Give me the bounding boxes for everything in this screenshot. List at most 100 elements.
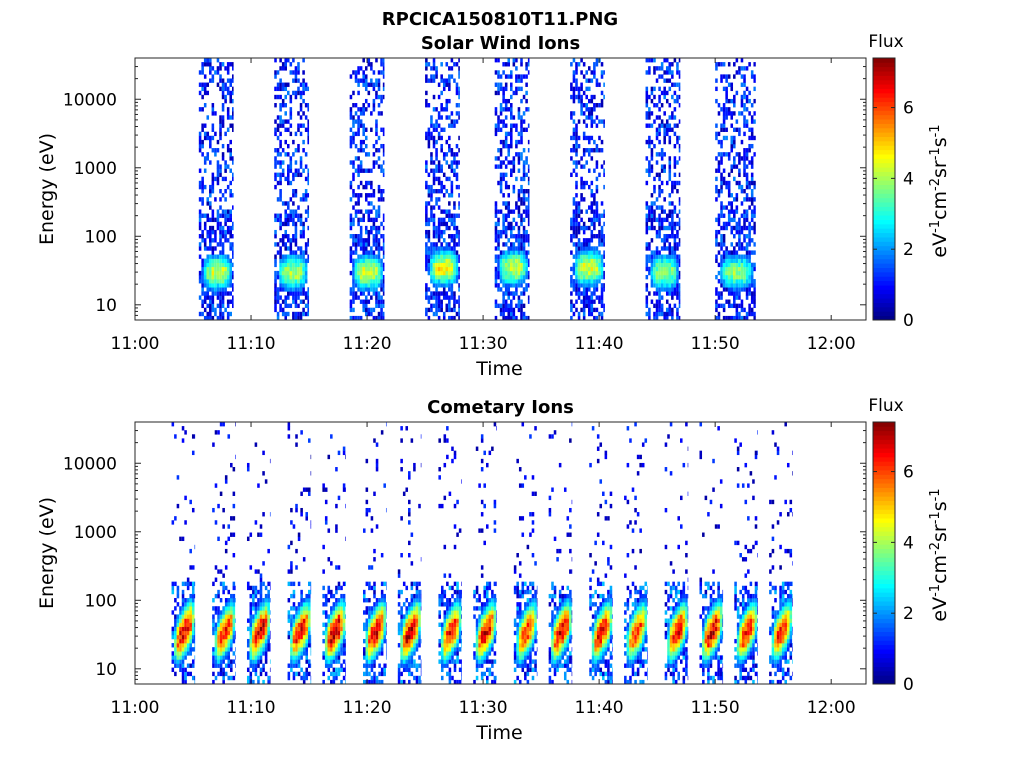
flux-cell (252, 630, 255, 636)
flux-cell (289, 258, 293, 263)
flux-cell (587, 111, 591, 116)
flux-cell (230, 532, 233, 537)
flux-cell (198, 148, 202, 153)
flux-cell (448, 258, 451, 263)
flux-cell (653, 217, 656, 223)
flux-cell (427, 135, 431, 141)
flux-cell (357, 172, 360, 178)
flux-cell (209, 246, 212, 251)
flux-cell (305, 667, 308, 673)
flux-cell (224, 274, 227, 280)
flux-cell (290, 606, 293, 611)
flux-cell (722, 234, 726, 239)
flux-cell (717, 164, 721, 169)
flux-cell (352, 238, 355, 243)
flux-cell (308, 626, 311, 632)
flux-cell (191, 565, 195, 570)
flux-cell (340, 647, 343, 652)
flux-cell (660, 74, 664, 79)
flux-cell (229, 283, 232, 288)
flux-cell (274, 184, 277, 190)
flux-cell (354, 78, 358, 83)
flux-cell (304, 197, 308, 202)
flux-cell (259, 667, 263, 673)
flux-cell (302, 229, 305, 235)
flux-cell (224, 287, 227, 292)
flux-cell (658, 234, 661, 239)
flux-cell (310, 585, 312, 591)
flux-cell (292, 279, 295, 284)
flux-cell (458, 311, 460, 317)
flux-cell (458, 287, 460, 292)
flux-cell (219, 135, 222, 141)
flux-cell (357, 119, 360, 124)
flux-cell (380, 303, 383, 309)
flux-cell (335, 622, 338, 627)
flux-cell (658, 98, 661, 104)
flux-cell (217, 430, 220, 435)
flux-cell (297, 610, 301, 615)
flux-cell (455, 160, 459, 165)
flux-cell (738, 283, 741, 288)
flux-cell (678, 82, 681, 87)
flux-cell (262, 651, 265, 656)
flux-cell (510, 127, 513, 132)
flux-cell (745, 197, 749, 202)
flux-cell (582, 311, 586, 317)
flux-cell (342, 626, 346, 632)
flux-cell (375, 315, 378, 321)
y-tick-label: 10000 (63, 90, 117, 110)
flux-cell (585, 209, 588, 214)
flux-cell (653, 303, 656, 309)
flux-cell (217, 622, 220, 627)
flux-cell (580, 107, 583, 112)
flux-cell (507, 295, 511, 300)
flux-cell (300, 602, 303, 607)
flux-cell (284, 201, 287, 206)
flux-cell (515, 201, 518, 206)
flux-cell (517, 168, 521, 173)
y-tick-label: 100 (85, 227, 117, 247)
flux-cell (435, 274, 438, 280)
flux-cell (221, 270, 225, 276)
flux-cell (575, 266, 578, 272)
flux-cell (308, 614, 311, 619)
flux-cell (735, 291, 739, 296)
flux-cell (665, 98, 669, 104)
flux-cell (733, 164, 736, 169)
flux-cell (230, 638, 233, 644)
flux-cell (590, 229, 594, 235)
flux-cell (349, 234, 353, 239)
flux-cell (230, 630, 233, 636)
flux-cell (276, 123, 280, 128)
flux-cell (367, 201, 371, 206)
flux-cell (209, 283, 212, 288)
flux-cell (267, 622, 270, 627)
flux-cell (750, 266, 754, 272)
flux-cell (520, 184, 523, 190)
flux-cell (720, 189, 723, 194)
flux-cell (322, 638, 325, 644)
flux-cell (577, 266, 581, 272)
flux-cell (658, 189, 661, 194)
flux-cell (442, 250, 446, 255)
flux-cell (458, 201, 460, 206)
flux-cell (276, 127, 280, 132)
flux-cell (281, 287, 285, 292)
flux-cell (380, 283, 383, 288)
flux-cell (284, 303, 287, 309)
flux-cell (257, 483, 260, 488)
flux-cell (502, 274, 505, 280)
colorbar-segment (873, 114, 895, 120)
flux-cell (179, 606, 182, 611)
flux-cell (186, 618, 190, 623)
flux-cell (432, 127, 436, 132)
flux-cell (221, 156, 225, 161)
flux-cell (259, 622, 263, 627)
flux-cell (527, 299, 530, 304)
flux-cell (430, 135, 433, 141)
flux-cell (221, 62, 225, 67)
flux-cell (671, 266, 674, 272)
flux-cell (214, 565, 218, 570)
flux-cell (590, 148, 594, 153)
